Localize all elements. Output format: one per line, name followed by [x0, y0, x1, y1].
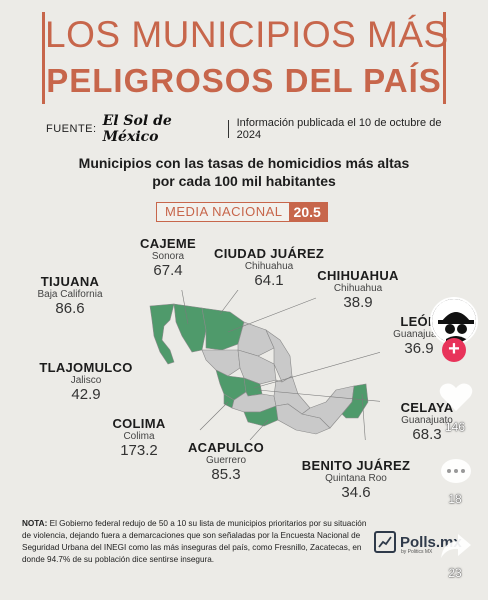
- muni-name: LEÓN: [400, 314, 438, 329]
- muni-state: Jalisco: [70, 375, 102, 386]
- muni-name: CIUDAD JUÁREZ: [214, 246, 325, 261]
- muni-state: Baja California: [37, 289, 103, 300]
- muni-celaya: CELAYA Guanajuato 68.3: [392, 400, 462, 443]
- map-sinaloa-durango: [201, 349, 241, 377]
- muni-value: 42.9: [71, 386, 101, 403]
- map-central-north: [237, 349, 277, 385]
- muni-benito-juarez: BENITO JUÁREZ Quintana Roo 34.6: [300, 458, 412, 501]
- muni-state: Chihuahua: [244, 261, 294, 272]
- muni-state: Guerrero: [205, 455, 246, 466]
- publication-info: Información publicada el 10 de octubre d…: [236, 117, 442, 141]
- muni-value: 64.1: [254, 272, 284, 289]
- media-nacional-badge: MEDIA NACIONAL 20.5: [156, 202, 328, 222]
- media-nacional-label: MEDIA NACIONAL: [157, 203, 289, 221]
- muni-acapulco: ACAPULCO Guerrero 85.3: [178, 440, 274, 483]
- title-line-1: LOS MUNICIPIOS MÁS: [45, 14, 449, 55]
- muni-value: 38.9: [343, 294, 373, 311]
- brand-sub: by Politics MX: [401, 549, 433, 555]
- muni-ciudad-juarez: CIUDAD JUÁREZ Chihuahua 64.1: [214, 246, 324, 289]
- note-label: NOTA:: [22, 519, 48, 528]
- title-line-2: PELIGROSOS DEL PAÍS: [46, 62, 442, 99]
- muni-state: Quintana Roo: [325, 473, 387, 484]
- muni-state: Guanajuato: [393, 329, 445, 340]
- title-box: LOS MUNICIPIOS MÁS PELIGROSOS DEL PAÍS: [42, 12, 449, 104]
- muni-value: 86.6: [55, 300, 85, 317]
- subtitle-line-2: por cada 100 mil habitantes: [152, 173, 336, 189]
- muni-name: BENITO JUÁREZ: [301, 458, 411, 473]
- map-sonora: [173, 303, 207, 353]
- muni-name: TIJUANA: [40, 274, 100, 289]
- muni-name: CAJEME: [140, 236, 196, 251]
- map-quintana-roo: [341, 383, 369, 419]
- map-chihuahua: [201, 307, 245, 351]
- muni-state: Colima: [123, 431, 155, 442]
- muni-value: 173.2: [120, 442, 158, 459]
- muni-name: ACAPULCO: [187, 440, 265, 455]
- like-count: 146: [444, 420, 466, 434]
- media-nacional-value: 20.5: [288, 203, 327, 221]
- muni-state: Chihuahua: [333, 283, 383, 294]
- note-text: El Gobierno federal redujo de 50 a 10 su…: [22, 519, 367, 564]
- polls-logo-icon: [374, 531, 396, 553]
- el-sol-de-mexico-logo: El Sol de México: [102, 113, 172, 145]
- muni-chihuahua: CHIHUAHUA Chihuahua 38.9: [310, 268, 406, 311]
- source-label: FUENTE:: [46, 123, 97, 135]
- comment-count: 18: [448, 492, 462, 506]
- map-baja-california: [149, 303, 175, 365]
- source-row: FUENTE: El Sol de México Información pub…: [46, 113, 446, 145]
- muni-name: CELAYA: [400, 400, 454, 415]
- muni-value: 85.3: [211, 466, 241, 483]
- muni-tijuana: TIJUANA Baja California 86.6: [24, 274, 116, 317]
- comment-bubble-icon[interactable]: [438, 458, 474, 491]
- muni-state: Guanajuato: [401, 415, 453, 426]
- muni-name: COLIMA: [112, 416, 166, 431]
- muni-value: 67.4: [153, 262, 183, 279]
- muni-state: Sonora: [151, 251, 185, 262]
- muni-name: TLAJOMULCO: [39, 360, 133, 375]
- muni-cajeme: CAJEME Sonora 67.4: [128, 236, 208, 279]
- share-count: 23: [448, 566, 462, 580]
- map-coahuila: [237, 321, 275, 357]
- muni-leon: LEÓN Guanajuato 36.9: [384, 314, 454, 357]
- muni-value: 68.3: [412, 426, 442, 443]
- muni-colima: COLIMA Colima 173.2: [104, 416, 174, 459]
- divider: [227, 120, 229, 138]
- muni-name: CHIHUAHUA: [317, 268, 399, 283]
- muni-value: 36.9: [404, 340, 434, 357]
- subtitle: Municipios con las tasas de homicidios m…: [40, 154, 448, 190]
- like-heart-icon[interactable]: [438, 382, 474, 417]
- mexico-map: [149, 290, 380, 440]
- muni-value: 34.6: [341, 484, 371, 501]
- subtitle-line-1: Municipios con las tasas de homicidios m…: [78, 155, 410, 171]
- follow-plus-button[interactable]: +: [442, 338, 466, 362]
- muni-tlajomulco: TLAJOMULCO Jalisco 42.9: [30, 360, 142, 403]
- footnote: NOTA: El Gobierno federal redujo de 50 a…: [22, 518, 372, 566]
- share-arrow-icon[interactable]: [438, 532, 474, 565]
